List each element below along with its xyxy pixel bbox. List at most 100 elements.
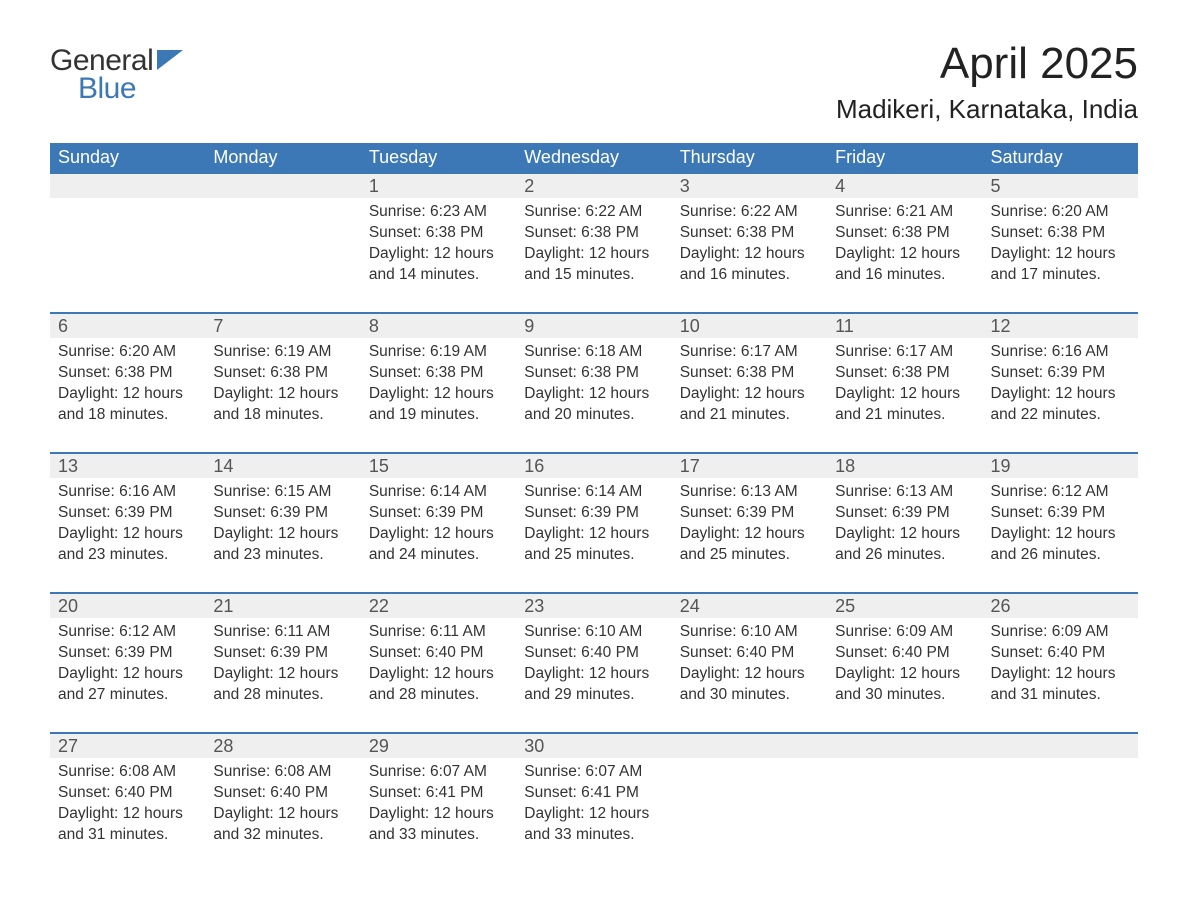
sunset-line: Sunset: 6:38 PM (680, 223, 819, 244)
sunrise-line: Sunrise: 6:08 AM (213, 762, 352, 783)
daylight-line: Daylight: 12 hours and 28 minutes. (369, 664, 508, 706)
sunrise-line: Sunrise: 6:08 AM (58, 762, 197, 783)
calendar-week-row: 1Sunrise: 6:23 AMSunset: 6:38 PMDaylight… (50, 173, 1138, 313)
day-details: Sunrise: 6:08 AMSunset: 6:40 PMDaylight:… (205, 758, 360, 854)
day-number: 6 (50, 314, 205, 338)
daylight-line: Daylight: 12 hours and 30 minutes. (680, 664, 819, 706)
calendar-day-cell: 20Sunrise: 6:12 AMSunset: 6:39 PMDayligh… (50, 593, 205, 733)
calendar-week-row: 6Sunrise: 6:20 AMSunset: 6:38 PMDaylight… (50, 313, 1138, 453)
day-number (983, 734, 1138, 758)
daylight-line: Daylight: 12 hours and 29 minutes. (524, 664, 663, 706)
day-number: 22 (361, 594, 516, 618)
sunset-line: Sunset: 6:40 PM (524, 643, 663, 664)
sunset-line: Sunset: 6:38 PM (835, 223, 974, 244)
weekday-header: Friday (827, 143, 982, 173)
daylight-line: Daylight: 12 hours and 33 minutes. (524, 804, 663, 846)
day-details: Sunrise: 6:22 AMSunset: 6:38 PMDaylight:… (516, 198, 671, 294)
sunrise-line: Sunrise: 6:20 AM (58, 342, 197, 363)
day-details: Sunrise: 6:22 AMSunset: 6:38 PMDaylight:… (672, 198, 827, 294)
calendar-week-row: 27Sunrise: 6:08 AMSunset: 6:40 PMDayligh… (50, 733, 1138, 873)
calendar-day-cell: 12Sunrise: 6:16 AMSunset: 6:39 PMDayligh… (983, 313, 1138, 453)
sunset-line: Sunset: 6:40 PM (369, 643, 508, 664)
day-number: 10 (672, 314, 827, 338)
calendar-day-cell: 5Sunrise: 6:20 AMSunset: 6:38 PMDaylight… (983, 173, 1138, 313)
sunrise-line: Sunrise: 6:11 AM (369, 622, 508, 643)
day-number: 19 (983, 454, 1138, 478)
calendar-day-cell: 10Sunrise: 6:17 AMSunset: 6:38 PMDayligh… (672, 313, 827, 453)
daylight-line: Daylight: 12 hours and 31 minutes. (58, 804, 197, 846)
sunset-line: Sunset: 6:39 PM (213, 643, 352, 664)
calendar-day-cell: 6Sunrise: 6:20 AMSunset: 6:38 PMDaylight… (50, 313, 205, 453)
day-details: Sunrise: 6:07 AMSunset: 6:41 PMDaylight:… (361, 758, 516, 854)
calendar-empty-cell (50, 173, 205, 313)
sunrise-line: Sunrise: 6:07 AM (369, 762, 508, 783)
sunrise-line: Sunrise: 6:11 AM (213, 622, 352, 643)
sunrise-line: Sunrise: 6:22 AM (524, 202, 663, 223)
daylight-line: Daylight: 12 hours and 24 minutes. (369, 524, 508, 566)
daylight-line: Daylight: 12 hours and 16 minutes. (680, 244, 819, 286)
day-number: 24 (672, 594, 827, 618)
day-details: Sunrise: 6:23 AMSunset: 6:38 PMDaylight:… (361, 198, 516, 294)
sunset-line: Sunset: 6:40 PM (58, 783, 197, 804)
calendar-day-cell: 23Sunrise: 6:10 AMSunset: 6:40 PMDayligh… (516, 593, 671, 733)
page-title: April 2025 (836, 40, 1138, 88)
sunrise-line: Sunrise: 6:19 AM (369, 342, 508, 363)
sunset-line: Sunset: 6:40 PM (213, 783, 352, 804)
calendar-table: SundayMondayTuesdayWednesdayThursdayFrid… (50, 143, 1138, 873)
day-number: 21 (205, 594, 360, 618)
weekday-header: Saturday (983, 143, 1138, 173)
calendar-week-row: 20Sunrise: 6:12 AMSunset: 6:39 PMDayligh… (50, 593, 1138, 733)
daylight-line: Daylight: 12 hours and 21 minutes. (680, 384, 819, 426)
day-details: Sunrise: 6:13 AMSunset: 6:39 PMDaylight:… (672, 478, 827, 574)
calendar-day-cell: 2Sunrise: 6:22 AMSunset: 6:38 PMDaylight… (516, 173, 671, 313)
sunrise-line: Sunrise: 6:18 AM (524, 342, 663, 363)
calendar-day-cell: 25Sunrise: 6:09 AMSunset: 6:40 PMDayligh… (827, 593, 982, 733)
calendar-day-cell: 19Sunrise: 6:12 AMSunset: 6:39 PMDayligh… (983, 453, 1138, 593)
daylight-line: Daylight: 12 hours and 15 minutes. (524, 244, 663, 286)
sunset-line: Sunset: 6:39 PM (991, 503, 1130, 524)
day-number: 26 (983, 594, 1138, 618)
sunset-line: Sunset: 6:39 PM (213, 503, 352, 524)
day-details: Sunrise: 6:18 AMSunset: 6:38 PMDaylight:… (516, 338, 671, 434)
calendar-day-cell: 28Sunrise: 6:08 AMSunset: 6:40 PMDayligh… (205, 733, 360, 873)
sunset-line: Sunset: 6:39 PM (369, 503, 508, 524)
calendar-day-cell: 26Sunrise: 6:09 AMSunset: 6:40 PMDayligh… (983, 593, 1138, 733)
weekday-header: Tuesday (361, 143, 516, 173)
daylight-line: Daylight: 12 hours and 25 minutes. (524, 524, 663, 566)
day-details: Sunrise: 6:08 AMSunset: 6:40 PMDaylight:… (50, 758, 205, 854)
day-details: Sunrise: 6:17 AMSunset: 6:38 PMDaylight:… (672, 338, 827, 434)
day-details: Sunrise: 6:12 AMSunset: 6:39 PMDaylight:… (983, 478, 1138, 574)
sunset-line: Sunset: 6:40 PM (680, 643, 819, 664)
day-number (50, 174, 205, 198)
sunset-line: Sunset: 6:40 PM (835, 643, 974, 664)
calendar-day-cell: 27Sunrise: 6:08 AMSunset: 6:40 PMDayligh… (50, 733, 205, 873)
sunset-line: Sunset: 6:40 PM (991, 643, 1130, 664)
sunset-line: Sunset: 6:38 PM (524, 363, 663, 384)
calendar-empty-cell (983, 733, 1138, 873)
daylight-line: Daylight: 12 hours and 33 minutes. (369, 804, 508, 846)
day-details: Sunrise: 6:19 AMSunset: 6:38 PMDaylight:… (361, 338, 516, 434)
day-number (205, 174, 360, 198)
day-details: Sunrise: 6:16 AMSunset: 6:39 PMDaylight:… (50, 478, 205, 574)
title-block: April 2025 Madikeri, Karnataka, India (836, 40, 1138, 125)
calendar-day-cell: 13Sunrise: 6:16 AMSunset: 6:39 PMDayligh… (50, 453, 205, 593)
day-details: Sunrise: 6:11 AMSunset: 6:39 PMDaylight:… (205, 618, 360, 714)
sunrise-line: Sunrise: 6:21 AM (835, 202, 974, 223)
day-details: Sunrise: 6:13 AMSunset: 6:39 PMDaylight:… (827, 478, 982, 574)
calendar-day-cell: 4Sunrise: 6:21 AMSunset: 6:38 PMDaylight… (827, 173, 982, 313)
day-number: 2 (516, 174, 671, 198)
day-details: Sunrise: 6:19 AMSunset: 6:38 PMDaylight:… (205, 338, 360, 434)
calendar-day-cell: 17Sunrise: 6:13 AMSunset: 6:39 PMDayligh… (672, 453, 827, 593)
calendar-day-cell: 30Sunrise: 6:07 AMSunset: 6:41 PMDayligh… (516, 733, 671, 873)
day-number: 18 (827, 454, 982, 478)
calendar-empty-cell (205, 173, 360, 313)
sunrise-line: Sunrise: 6:14 AM (369, 482, 508, 503)
sunset-line: Sunset: 6:38 PM (991, 223, 1130, 244)
day-number (672, 734, 827, 758)
sunrise-line: Sunrise: 6:19 AM (213, 342, 352, 363)
day-details: Sunrise: 6:20 AMSunset: 6:38 PMDaylight:… (50, 338, 205, 434)
day-details: Sunrise: 6:09 AMSunset: 6:40 PMDaylight:… (983, 618, 1138, 714)
day-number (827, 734, 982, 758)
sunrise-line: Sunrise: 6:17 AM (835, 342, 974, 363)
daylight-line: Daylight: 12 hours and 18 minutes. (213, 384, 352, 426)
